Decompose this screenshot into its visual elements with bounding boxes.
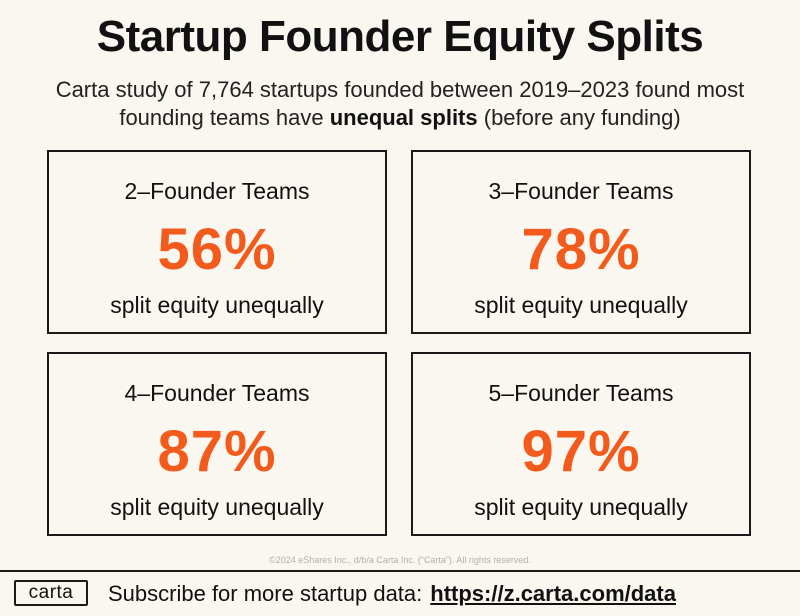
subtitle-emphasis: unequal splits: [329, 105, 478, 130]
subscribe-link[interactable]: https://z.carta.com/data: [430, 581, 676, 606]
stat-card-3-founders: 3–Founder Teams 78% split equity unequal…: [411, 150, 751, 334]
footer-divider: [0, 570, 800, 572]
card-note: split equity unequally: [110, 494, 324, 520]
subtitle-tail: (before any funding): [477, 105, 681, 130]
subtitle-text: Carta study of 7,764 startups founded be…: [55, 77, 745, 130]
carta-logo: carta: [14, 580, 88, 606]
card-percentage: 56%: [157, 217, 277, 282]
card-percentage: 87%: [157, 419, 277, 484]
stat-card-2-founders: 2–Founder Teams 56% split equity unequal…: [47, 150, 387, 334]
subscribe-text: Subscribe for more startup data:: [108, 581, 423, 606]
card-note: split equity unequally: [110, 292, 324, 318]
card-team-label: 3–Founder Teams: [488, 178, 674, 204]
card-percentage: 78%: [521, 217, 641, 282]
copyright-notice: ©2024 eShares Inc., d/b/a Carta Inc. (“C…: [269, 555, 531, 565]
card-team-label: 4–Founder Teams: [124, 380, 310, 406]
page-title: Startup Founder Equity Splits: [96, 12, 704, 61]
card-note: split equity unequally: [474, 494, 688, 520]
card-team-label: 5–Founder Teams: [488, 380, 674, 406]
subscribe-banner: Subscribe for more startup data: https://…: [108, 580, 676, 608]
page-subtitle: Carta study of 7,764 startups founded be…: [40, 76, 760, 132]
stat-card-5-founders: 5–Founder Teams 97% split equity unequal…: [411, 352, 751, 536]
card-team-label: 2–Founder Teams: [124, 178, 310, 204]
card-note: split equity unequally: [474, 292, 688, 318]
stat-card-4-founders: 4–Founder Teams 87% split equity unequal…: [47, 352, 387, 536]
card-percentage: 97%: [521, 419, 641, 484]
